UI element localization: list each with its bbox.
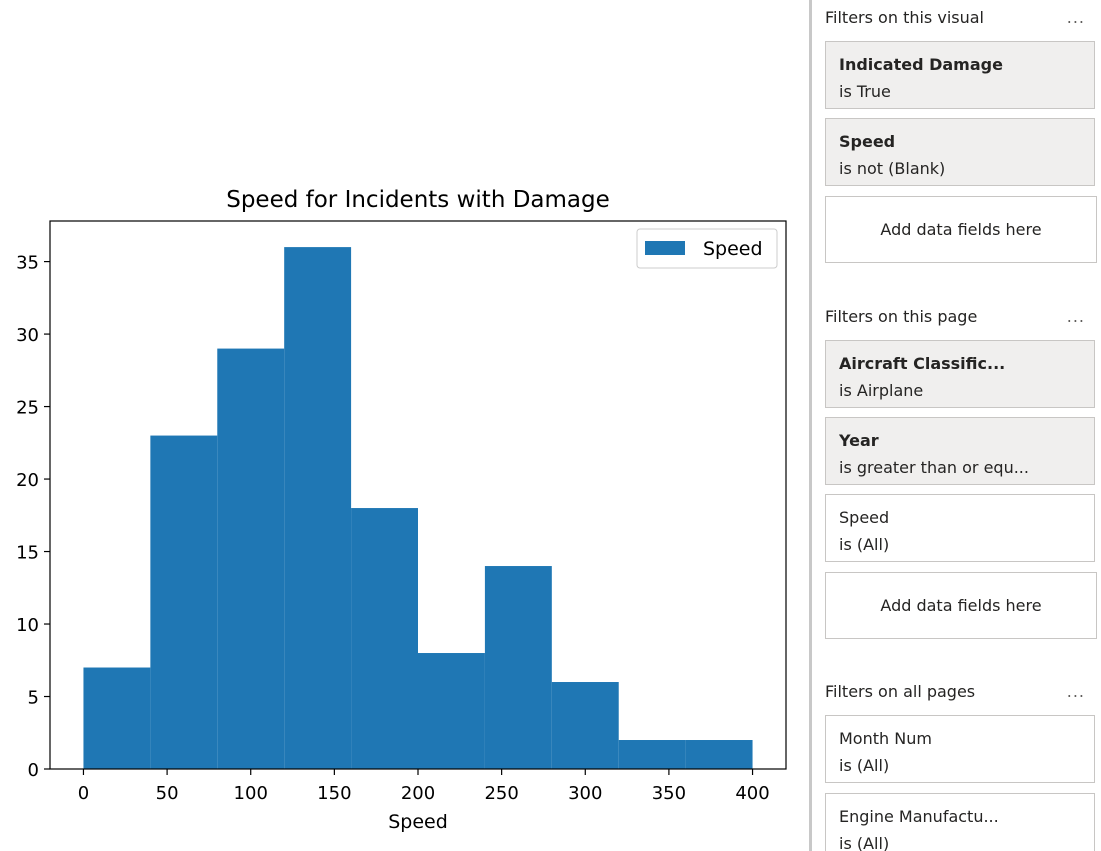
y-tick-label: 5 [28,688,39,709]
chart-legend: Speed [636,228,778,269]
add-data-fields-visual[interactable]: Add data fields here [825,196,1097,263]
histogram-bar [83,667,151,769]
x-axis-label: Speed [388,811,448,833]
x-tick-label: 400 [735,783,769,804]
x-tick-label: 150 [317,783,351,804]
filter-card-month-num[interactable]: Month Num is (All) [825,715,1095,783]
histogram-bar [418,653,485,769]
histogram-bar [150,435,218,769]
add-data-fields-page[interactable]: Add data fields here [825,572,1097,639]
filter-card-engine-manufacturer[interactable]: Engine Manufactu... is (All) [825,793,1095,851]
y-axis-ticks: 0 5 10 15 20 25 30 35 [16,253,50,781]
filter-title: Year [839,431,879,450]
x-tick-label: 350 [652,783,686,804]
y-tick-label: 10 [16,615,39,636]
histogram-bars [83,247,753,770]
filter-title: Month Num [839,729,932,748]
section-title: Filters on this page [825,307,978,326]
section-title: Filters on all pages [825,682,976,701]
legend-swatch [645,241,685,255]
y-tick-label: 25 [16,398,39,419]
histogram-bar [618,740,686,769]
histogram-bar [284,247,352,770]
y-tick-label: 0 [28,760,39,781]
filter-card-speed-visual[interactable]: Speed is not (Blank) [825,118,1095,186]
legend-frame [636,228,778,269]
more-options-icon[interactable]: ... [1066,307,1085,326]
section-header-all-pages: Filters on all pages ... [825,682,1097,702]
filter-card-indicated-damage[interactable]: Indicated Damage is True [825,41,1095,109]
more-options-icon[interactable]: ... [1066,682,1085,701]
filter-condition: is (All) [839,535,890,554]
filter-title: Aircraft Classific... [839,354,1006,373]
legend-label: Speed [703,238,763,260]
pane-divider [809,0,812,851]
filter-title: Indicated Damage [839,55,1003,74]
filter-condition: is greater than or equ... [839,458,1029,477]
histogram-bar [217,348,285,769]
filter-card-aircraft-classification[interactable]: Aircraft Classific... is Airplane [825,340,1095,408]
section-header-page: Filters on this page ... [825,307,1097,327]
histogram-bar [351,508,418,769]
section-header-visual: Filters on this visual ... [825,8,1097,28]
filter-condition: is not (Blank) [839,159,946,178]
filter-condition: is True [839,82,891,101]
filter-title: Engine Manufactu... [839,807,999,826]
x-tick-label: 50 [156,783,179,804]
filter-title: Speed [839,508,890,527]
filter-condition: is (All) [839,756,890,775]
filter-title: Speed [839,132,896,151]
more-options-icon[interactable]: ... [1066,8,1085,27]
x-axis-ticks: 0 50 100 150 200 250 300 350 400 [78,769,770,804]
x-tick-label: 250 [484,783,518,804]
histogram-chart: Speed for Incidents with Damage 0 50 100 15… [16,187,787,833]
y-tick-label: 20 [16,470,39,491]
y-tick-label: 35 [16,253,39,274]
chart-title: Speed for Incidents with Damage [226,187,610,213]
filter-card-year[interactable]: Year is greater than or equ... [825,417,1095,485]
x-tick-label: 200 [401,783,435,804]
histogram-bar [484,566,552,769]
x-tick-label: 100 [234,783,268,804]
filter-pane: Filters on this visual ... Indicated Dam… [812,0,1101,851]
filter-condition: is (All) [839,834,890,851]
y-tick-label: 30 [16,325,39,346]
filter-card-speed-page[interactable]: Speed is (All) [825,494,1095,562]
chart-svg: Speed for Incidents with Damage 0 50 100 15… [16,187,787,833]
histogram-bar [685,740,753,769]
section-title: Filters on this visual [825,8,984,27]
y-tick-label: 15 [16,543,39,564]
x-tick-label: 0 [78,783,89,804]
filter-condition: is Airplane [839,381,924,400]
histogram-bar [551,682,619,769]
x-tick-label: 300 [568,783,602,804]
